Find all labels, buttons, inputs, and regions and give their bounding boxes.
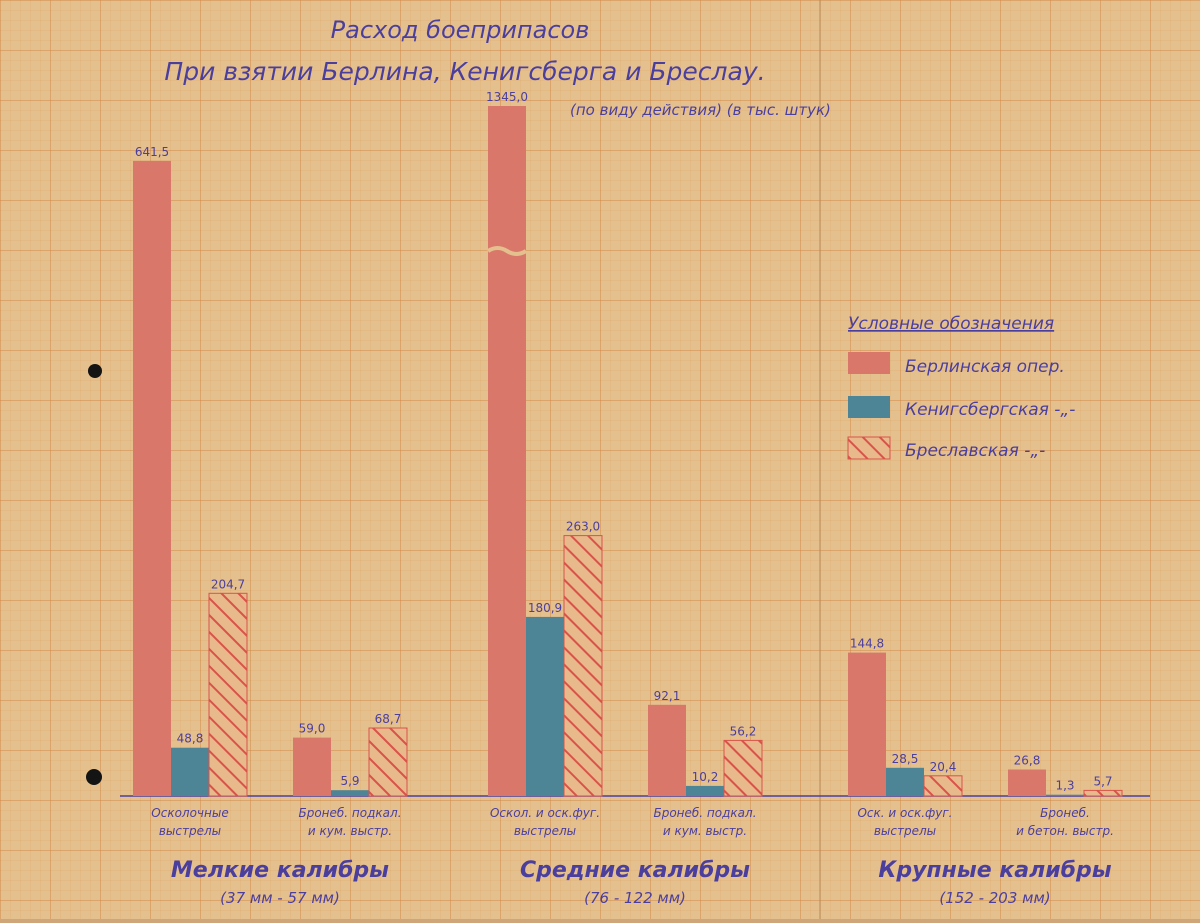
bar-koenigsberg [1046, 794, 1084, 796]
group-label: Средние калибры [520, 858, 750, 883]
data-label: 641,5 [135, 145, 169, 159]
bar-breslau [368, 727, 408, 797]
bar-breslau [1083, 789, 1123, 797]
category-label: и бетон. выстр. [1016, 824, 1114, 838]
bar-berlin [488, 106, 526, 796]
chart-title: Расход боеприпасов [331, 16, 590, 44]
group-sublabel: (152 - 203 мм) [939, 889, 1050, 907]
data-label: 92,1 [654, 689, 681, 703]
punch-hole-bottom [86, 769, 102, 785]
axis-break-mark [486, 246, 528, 256]
data-label: 204,7 [211, 577, 245, 591]
data-label: 68,7 [375, 712, 402, 726]
data-label: 1345,0 [486, 90, 528, 104]
data-label: 26,8 [1014, 754, 1041, 768]
legend-title: Условные обозначения [848, 314, 1054, 334]
legend-label-breslau: Бреславская -„- [905, 441, 1045, 461]
units-note: (по виду действия) (в тыс. штук) [570, 101, 831, 119]
legend-swatch-berlin [848, 352, 890, 374]
group-sublabel: (37 мм - 57 мм) [220, 889, 340, 907]
legend-label-berlin: Берлинская опер. [905, 357, 1065, 377]
bar-koenigsberg [331, 790, 369, 796]
data-label: 263,0 [566, 520, 600, 534]
bar-berlin [848, 652, 886, 796]
bar-berlin [1008, 769, 1046, 796]
data-label: 20,4 [930, 760, 957, 774]
bar-koenigsberg [886, 767, 924, 796]
bar-breslau [723, 739, 763, 797]
data-label: 59,0 [299, 722, 326, 736]
data-label: 28,5 [892, 752, 919, 766]
category-label: Бронеб. подкал. [298, 806, 401, 820]
legend: Условные обозначения Берлинская опер. Ке… [847, 314, 1075, 461]
group-sublabel: (76 - 122 мм) [584, 889, 686, 907]
data-label: 144,8 [850, 637, 884, 651]
data-label: 48,8 [177, 732, 204, 746]
group-label: Мелкие калибры [171, 858, 389, 883]
category-label: выстрелы [874, 824, 936, 838]
category-label: Оскол. и оск.фуг. [490, 806, 600, 820]
bar-breslau [563, 535, 603, 797]
category-label: Оск. и оск.фуг. [857, 806, 952, 820]
bar-berlin [133, 160, 171, 796]
data-label: 1,3 [1055, 779, 1074, 793]
category-label: Бронеб. [1040, 806, 1090, 820]
chart-subtitle: При взятии Берлина, Кенигсберга и Бресла… [164, 57, 765, 86]
data-label: 5,9 [340, 774, 359, 788]
bar-breslau [923, 775, 963, 797]
category-label: Осколочные [151, 806, 228, 820]
punch-hole-top [88, 364, 102, 378]
legend-swatch-breslau [847, 436, 891, 460]
bar-berlin [293, 737, 331, 796]
category-label: Бронеб. подкал. [653, 806, 756, 820]
data-label: 56,2 [730, 724, 757, 738]
category-label: выстрелы [514, 824, 576, 838]
data-label: 180,9 [528, 601, 562, 615]
bar-koenigsberg [526, 616, 564, 796]
bar-berlin [648, 704, 686, 796]
bar-koenigsberg [171, 747, 209, 796]
category-label: и кум. выстр. [308, 824, 392, 838]
data-label: 5,7 [1093, 774, 1112, 788]
data-label: 10,2 [692, 770, 719, 784]
legend-swatch-koenigsberg [848, 396, 890, 418]
legend-label-koenigsberg: Кенигсбергская -„- [905, 400, 1075, 420]
category-label: выстрелы [159, 824, 221, 838]
group-label: Крупные калибры [878, 858, 1111, 883]
bars-layer: 641,5 48,8 204,7 Осколочные выстрелы 59,0 5,9 6… [133, 90, 1123, 907]
bar-koenigsberg [686, 785, 724, 796]
bar-breslau [208, 592, 248, 797]
category-label: и кум. выстр. [663, 824, 747, 838]
